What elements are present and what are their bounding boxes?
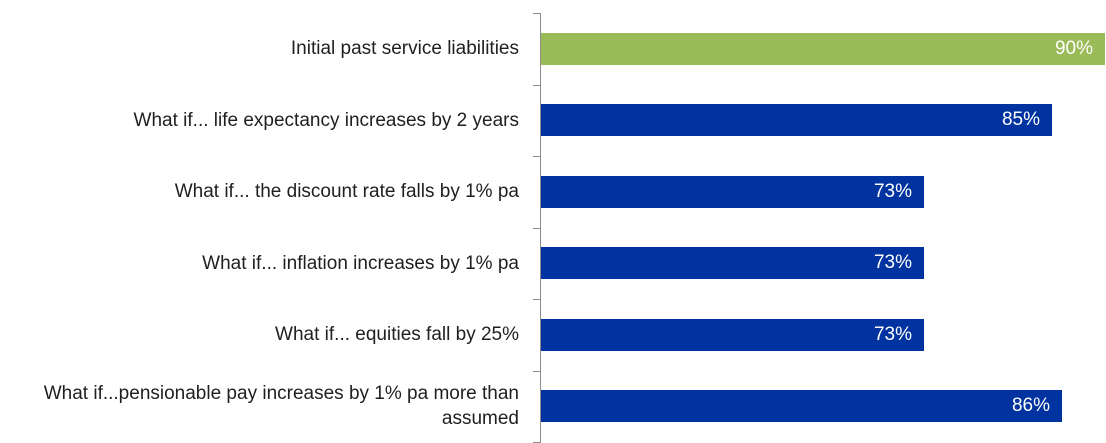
data-label: 73% [873,252,912,273]
category-label: What if... life expectancy increases by … [133,110,519,131]
category-label: Initial past service liabilities [290,38,519,59]
category-label: What if...pensionable pay increases by 1… [43,383,519,429]
bar [541,33,1105,65]
category-label: What if... equities fall by 25% [275,324,519,345]
category-axis-line [540,13,541,442]
bar [541,319,924,351]
category-label: What if... inflation increases by 1% pa [202,253,519,274]
data-label: 90% [1054,38,1093,59]
bar [541,390,1062,422]
axis-tick [533,371,541,372]
bar [541,176,924,208]
axis-tick [533,299,541,300]
axis-tick [533,13,541,14]
data-label: 73% [873,324,912,345]
data-label: 86% [1011,395,1050,416]
data-label: 73% [873,181,912,202]
bar [541,104,1052,136]
data-label: 85% [1001,109,1040,130]
bar [541,247,924,279]
axis-tick [533,156,541,157]
axis-tick [533,228,541,229]
axis-tick [533,85,541,86]
category-label: What if... the discount rate falls by 1%… [174,181,519,202]
